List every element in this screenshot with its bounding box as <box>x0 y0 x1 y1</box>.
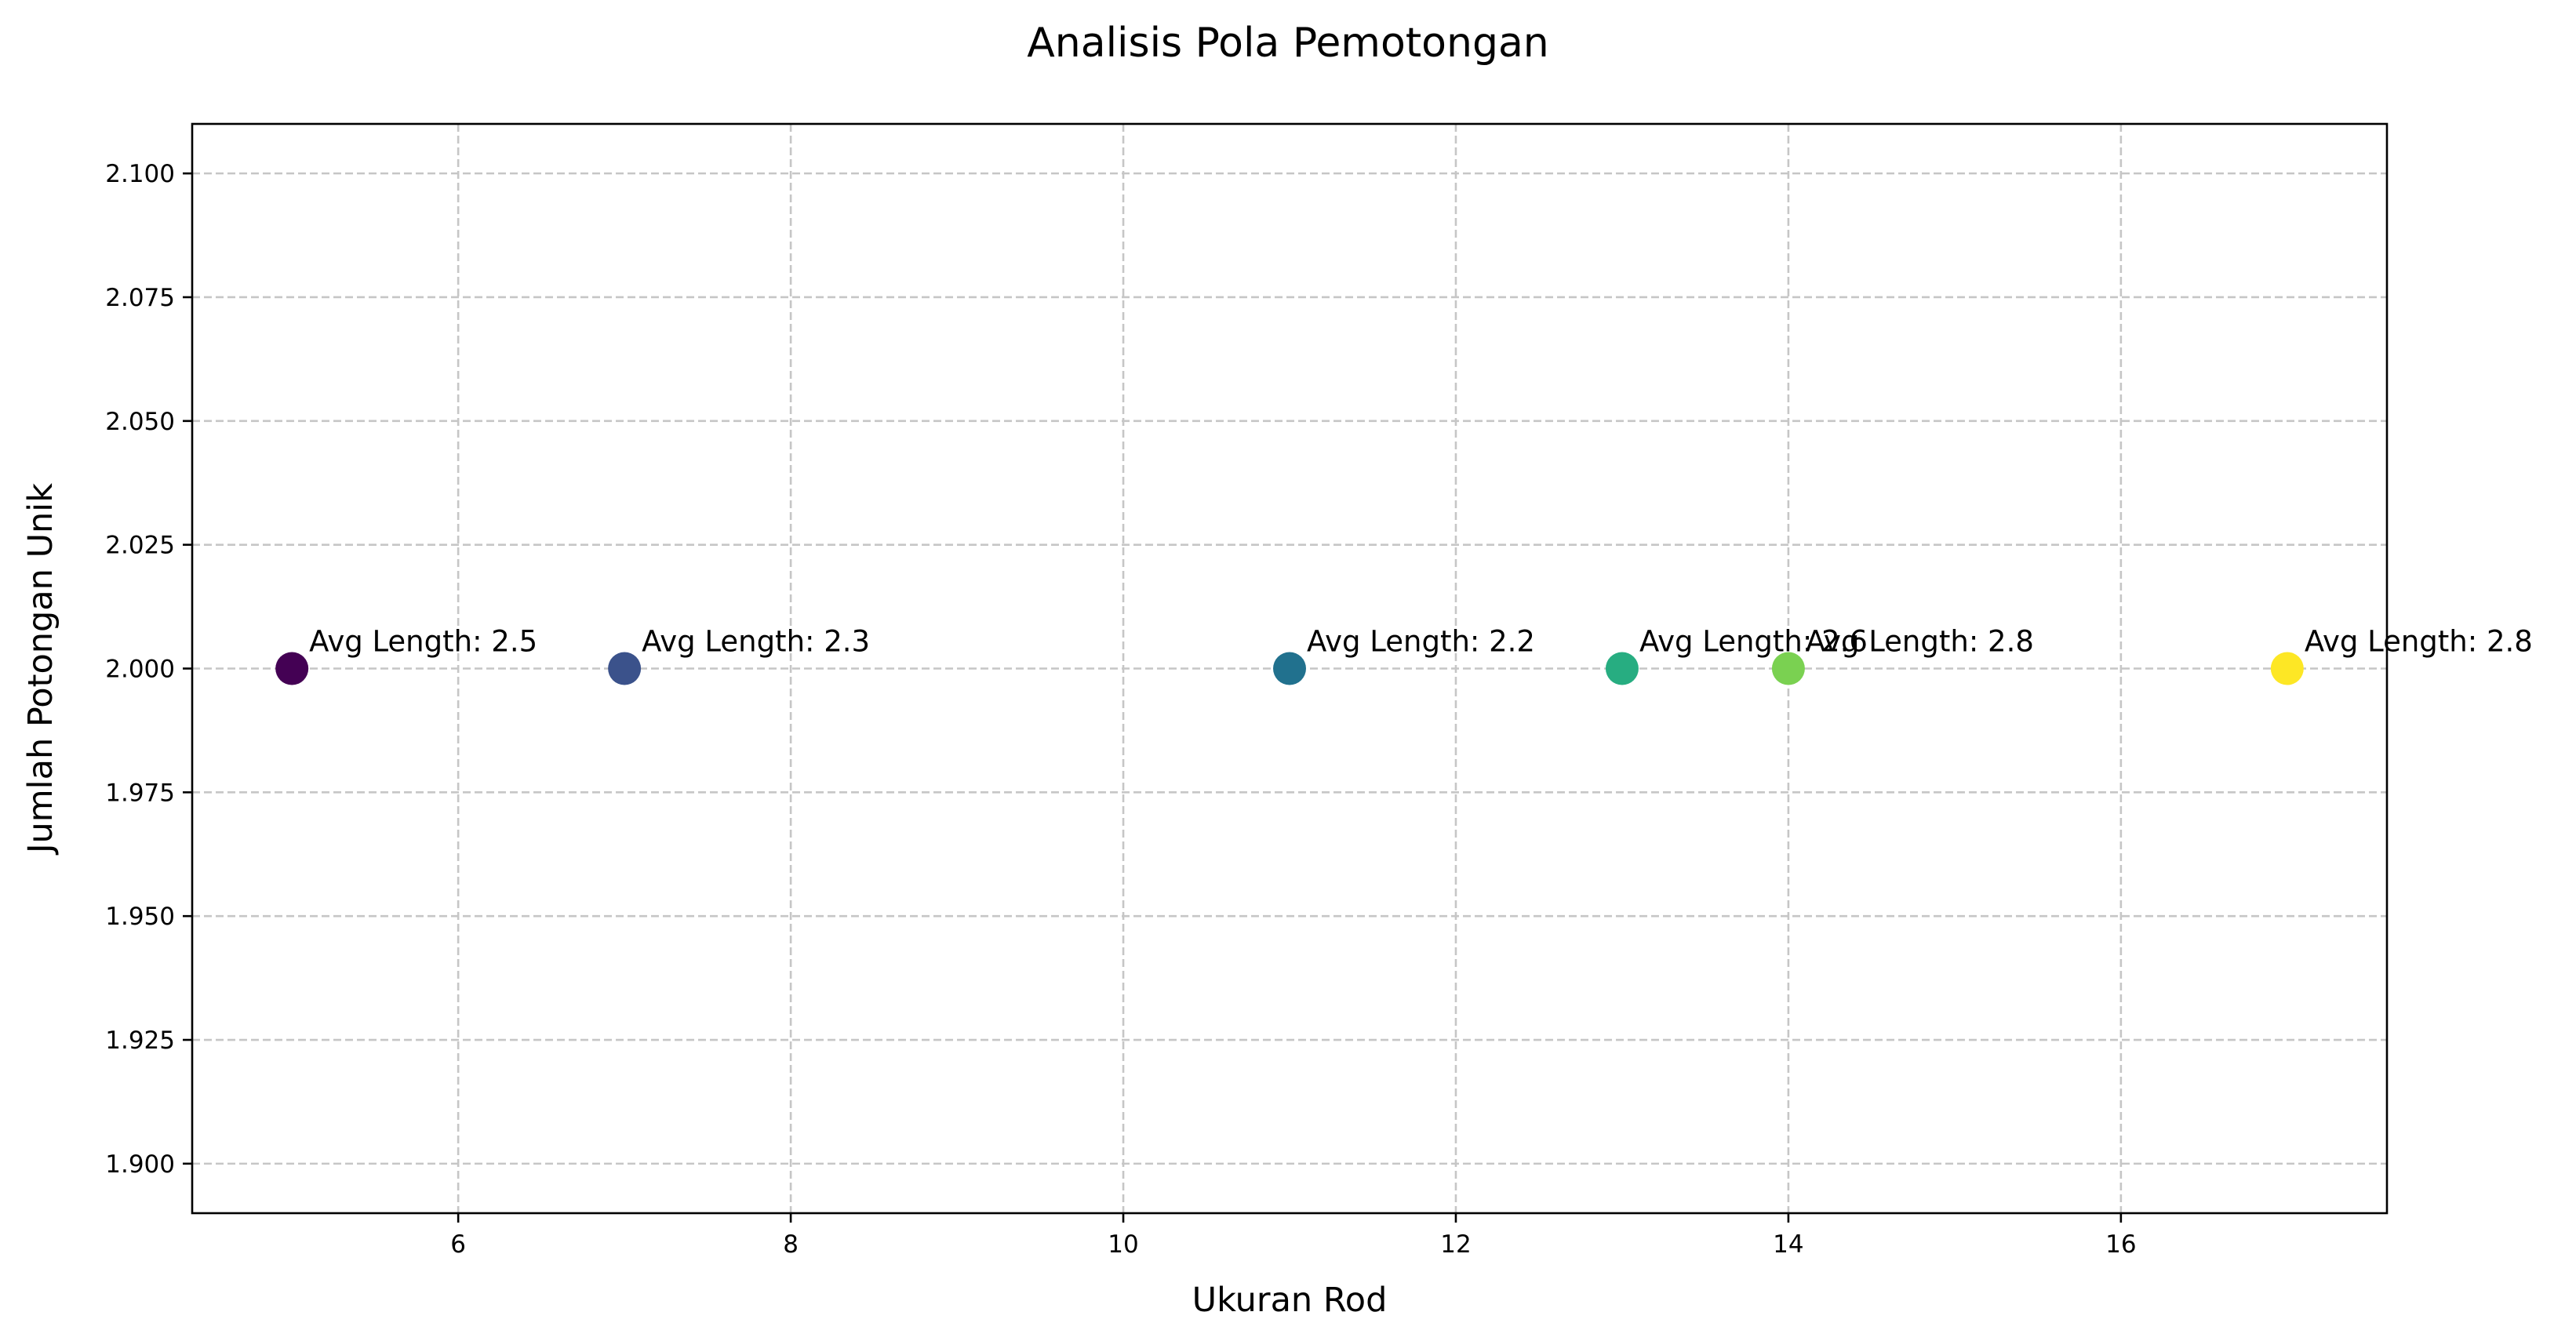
x-axis-ticks: 6 8 10 12 14 16 <box>450 1213 2137 1259</box>
y-axis-ticks: 1.900 1.925 1.950 1.975 2.000 2.025 2.050 2.075… <box>105 160 192 1179</box>
point-annotation: Avg Length: 2.8 <box>1806 625 2034 659</box>
y-tick-label: 2.025 <box>105 532 175 560</box>
data-points <box>275 652 2304 685</box>
chart-title: Analisis Pola Pemotongan <box>1027 20 1549 67</box>
x-tick-label: 10 <box>1108 1230 1138 1259</box>
point-annotation: Avg Length: 2.2 <box>1307 625 1535 659</box>
y-tick-label: 2.050 <box>105 408 175 436</box>
data-point <box>2270 652 2304 685</box>
y-tick-label: 1.950 <box>105 903 175 931</box>
data-point <box>275 652 309 685</box>
data-point <box>1771 652 1805 685</box>
x-tick-label: 12 <box>1440 1230 1471 1259</box>
x-tick-label: 8 <box>783 1230 799 1259</box>
x-axis-label: Ukuran Rod <box>1192 1281 1388 1320</box>
data-point <box>1273 652 1306 685</box>
point-annotations: Avg Length: 2.5 Avg Length: 2.3 Avg Length… <box>309 625 2533 659</box>
x-tick-label: 14 <box>1773 1230 1803 1259</box>
point-annotation: Avg Length: 2.3 <box>642 625 870 659</box>
y-tick-label: 2.100 <box>105 160 175 188</box>
x-tick-label: 6 <box>450 1230 466 1259</box>
y-tick-label: 1.900 <box>105 1150 175 1179</box>
data-point <box>1605 652 1639 685</box>
y-tick-label: 2.075 <box>105 284 175 312</box>
point-annotation: Avg Length: 2.8 <box>2305 625 2533 659</box>
data-point <box>608 652 642 685</box>
point-annotation: Avg Length: 2.5 <box>309 625 537 659</box>
y-tick-label: 1.925 <box>105 1027 175 1055</box>
y-axis-label: Jumlah Potongan Unik <box>21 483 60 856</box>
y-tick-label: 2.000 <box>105 656 175 684</box>
y-tick-label: 1.975 <box>105 779 175 807</box>
x-tick-label: 16 <box>2105 1230 2136 1259</box>
point-annotation: Avg Length: 2.6 <box>1639 625 1868 659</box>
grid-lines <box>192 124 2387 1213</box>
